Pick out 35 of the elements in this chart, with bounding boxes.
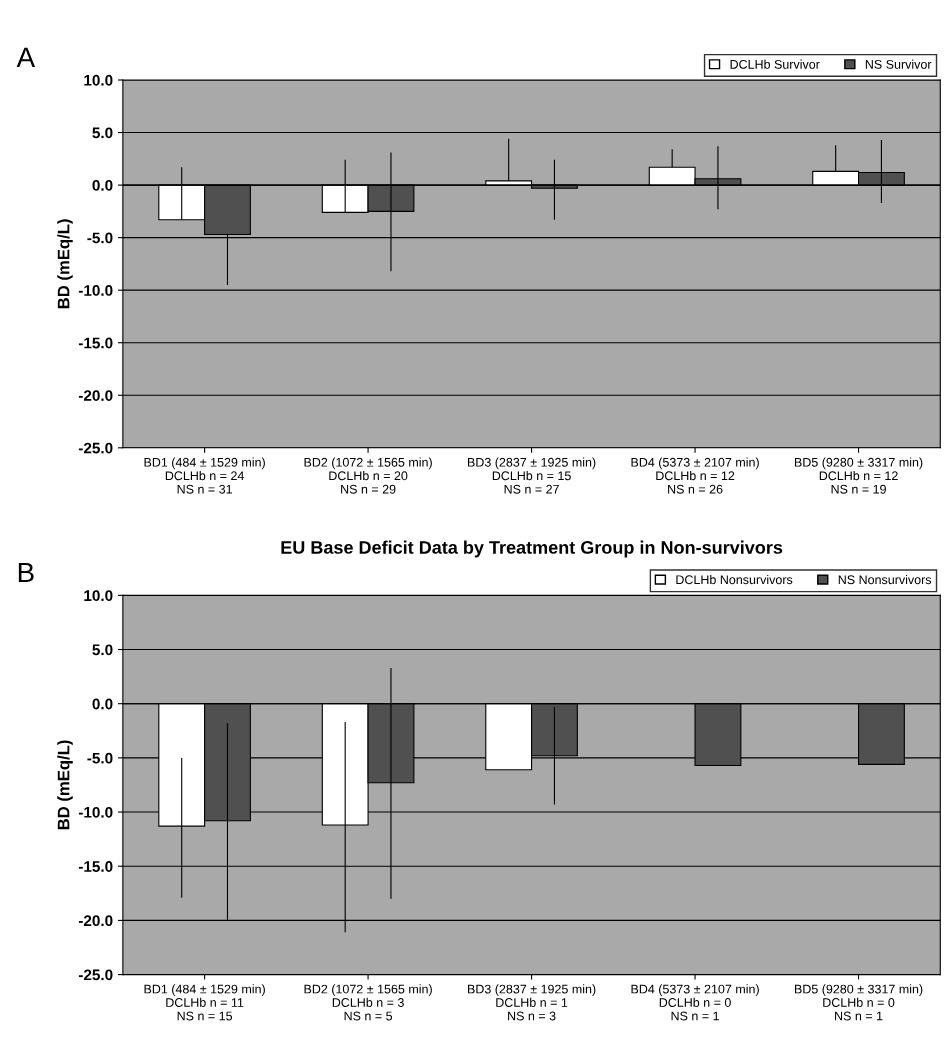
x-tick-label: BD1 (484 ± 1529 min) DCLHb n = 11 NS n = 15	[144, 984, 265, 1021]
y-tick-label: -15.0	[78, 861, 113, 872]
y-axis-title: BD (mEq/L)	[57, 219, 73, 309]
text: B	[18, 562, 34, 582]
y-tick-label: -20.0	[78, 915, 113, 927]
x-tick-label: BD5 (9280 ± 3317 min) DCLHb n = 12 NS n = 19	[794, 457, 923, 494]
x-tick-label: BD2 (1072 ± 1565 min) DCLHb n = 20 NS n = 29	[304, 457, 432, 494]
legend-label: NS Nonsurvivors	[838, 574, 932, 585]
x-tick-label: BD3 (2837 ± 1925 min) DCLHb n = 15 NS n = 27	[468, 457, 596, 494]
text: A	[16, 47, 36, 67]
y-tick-label: -5.0	[87, 752, 113, 764]
y-tick-label: -25.0	[78, 442, 113, 454]
y-tick-label: -5.0	[87, 232, 113, 244]
y-axis-title: BD (mEq/L)	[57, 740, 73, 830]
y-tick-label: 10.0	[84, 74, 113, 86]
y-tick-label: 10.0	[84, 590, 113, 602]
x-tick-label: BD3 (2837 ± 1925 min) DCLHb n = 1 NS n = 3	[468, 984, 596, 1021]
y-tick-label: 0.0	[92, 179, 113, 191]
x-tick-label: BD5 (9280 ± 3317 min) DCLHb n = 0 NS n = 1	[794, 984, 923, 1021]
legend-label: NS Survivor	[865, 59, 932, 69]
y-tick-label: -10.0	[78, 285, 113, 296]
y-tick-label: 0.0	[92, 698, 113, 710]
y-tick-label: 5.0	[92, 127, 113, 139]
chart-title: EU Base Deficit Data by Treatment Group in Non-survivors	[281, 540, 783, 558]
x-tick-label: BD4 (5373 ± 2107 min) DCLHb n = 12 NS n = 26	[631, 457, 759, 494]
y-tick-label: -15.0	[78, 337, 113, 349]
y-tick-label: -25.0	[78, 969, 113, 981]
x-tick-label: BD2 (1072 ± 1565 min) DCLHb n = 3 NS n = 5	[304, 984, 432, 1021]
y-tick-label: 5.0	[92, 644, 113, 656]
legend-label: DCLHb Nonsurvivors	[676, 574, 793, 585]
legend-label: DCLHb Survivor	[730, 59, 820, 69]
x-tick-label: BD4 (5373 ± 2107 min) DCLHb n = 0 NS n = 1	[631, 984, 759, 1021]
y-tick-label: -20.0	[78, 390, 113, 401]
y-tick-label: -10.0	[78, 806, 113, 818]
x-tick-label: BD1 (484 ± 1529 min) DCLHb n = 24 NS n = 31	[144, 457, 265, 494]
